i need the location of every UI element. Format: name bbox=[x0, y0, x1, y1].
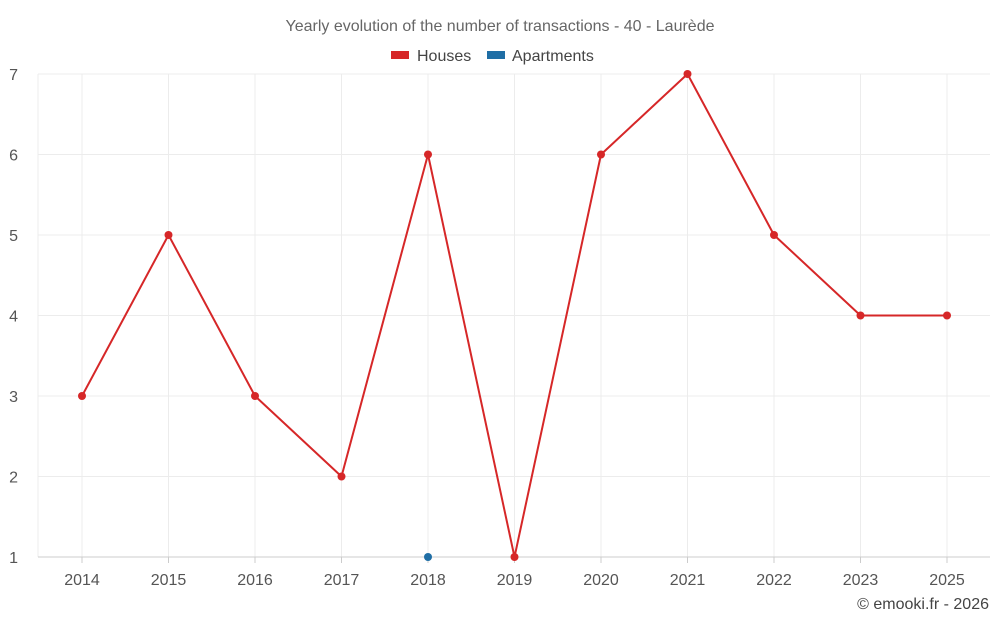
data-point-apartments[interactable] bbox=[424, 553, 432, 561]
y-tick-label: 1 bbox=[9, 550, 18, 567]
x-tick-label: 2025 bbox=[929, 572, 965, 589]
data-point-houses[interactable] bbox=[597, 150, 605, 159]
series bbox=[78, 70, 951, 561]
x-tick-label: 2017 bbox=[324, 572, 360, 589]
data-point-houses[interactable] bbox=[424, 150, 432, 159]
y-tick-label: 4 bbox=[9, 309, 18, 326]
y-tick-label: 2 bbox=[9, 470, 18, 487]
data-point-houses[interactable] bbox=[943, 311, 951, 320]
y-tick-label: 6 bbox=[9, 148, 18, 165]
legend-swatch-apartments bbox=[487, 51, 505, 59]
data-point-houses[interactable] bbox=[856, 311, 865, 320]
data-point-houses[interactable] bbox=[337, 472, 346, 481]
chart-title: Yearly evolution of the number of transa… bbox=[286, 18, 715, 35]
x-tick-label: 2019 bbox=[497, 572, 533, 589]
legend-label-apartments[interactable]: Apartments bbox=[512, 48, 594, 65]
legend: Houses Apartments bbox=[391, 48, 594, 65]
data-point-houses[interactable] bbox=[251, 392, 259, 400]
x-tick-label: 2020 bbox=[583, 572, 619, 589]
x-tick-label: 2016 bbox=[237, 572, 273, 589]
y-tick-label: 5 bbox=[9, 228, 18, 245]
x-tick-label: 2023 bbox=[843, 572, 879, 589]
data-point-houses[interactable] bbox=[164, 231, 173, 239]
x-tick-label: 2021 bbox=[670, 572, 706, 589]
x-tick-label: 2015 bbox=[151, 572, 187, 589]
x-tick-label: 2014 bbox=[64, 572, 100, 589]
data-point-houses[interactable] bbox=[510, 553, 519, 561]
y-tick-label: 3 bbox=[9, 389, 18, 406]
y-axis-ticks: 1 2 3 4 5 6 7 bbox=[9, 67, 18, 567]
data-point-houses[interactable] bbox=[683, 70, 692, 78]
x-axis-ticks: 2014 2015 2016 2017 2018 2019 2020 2021 2022 2023… bbox=[64, 572, 965, 589]
grid bbox=[37, 73, 990, 557]
y-tick-label: 7 bbox=[9, 67, 18, 84]
x-tick-label: 2022 bbox=[756, 572, 792, 589]
data-point-houses[interactable] bbox=[770, 231, 778, 239]
legend-label-houses[interactable]: Houses bbox=[417, 48, 471, 65]
legend-swatch-houses bbox=[391, 51, 409, 59]
x-tick-label: 2018 bbox=[410, 572, 446, 589]
footer-credit: © emooki.fr - 2026 bbox=[857, 596, 989, 613]
data-point-houses[interactable] bbox=[78, 392, 86, 400]
